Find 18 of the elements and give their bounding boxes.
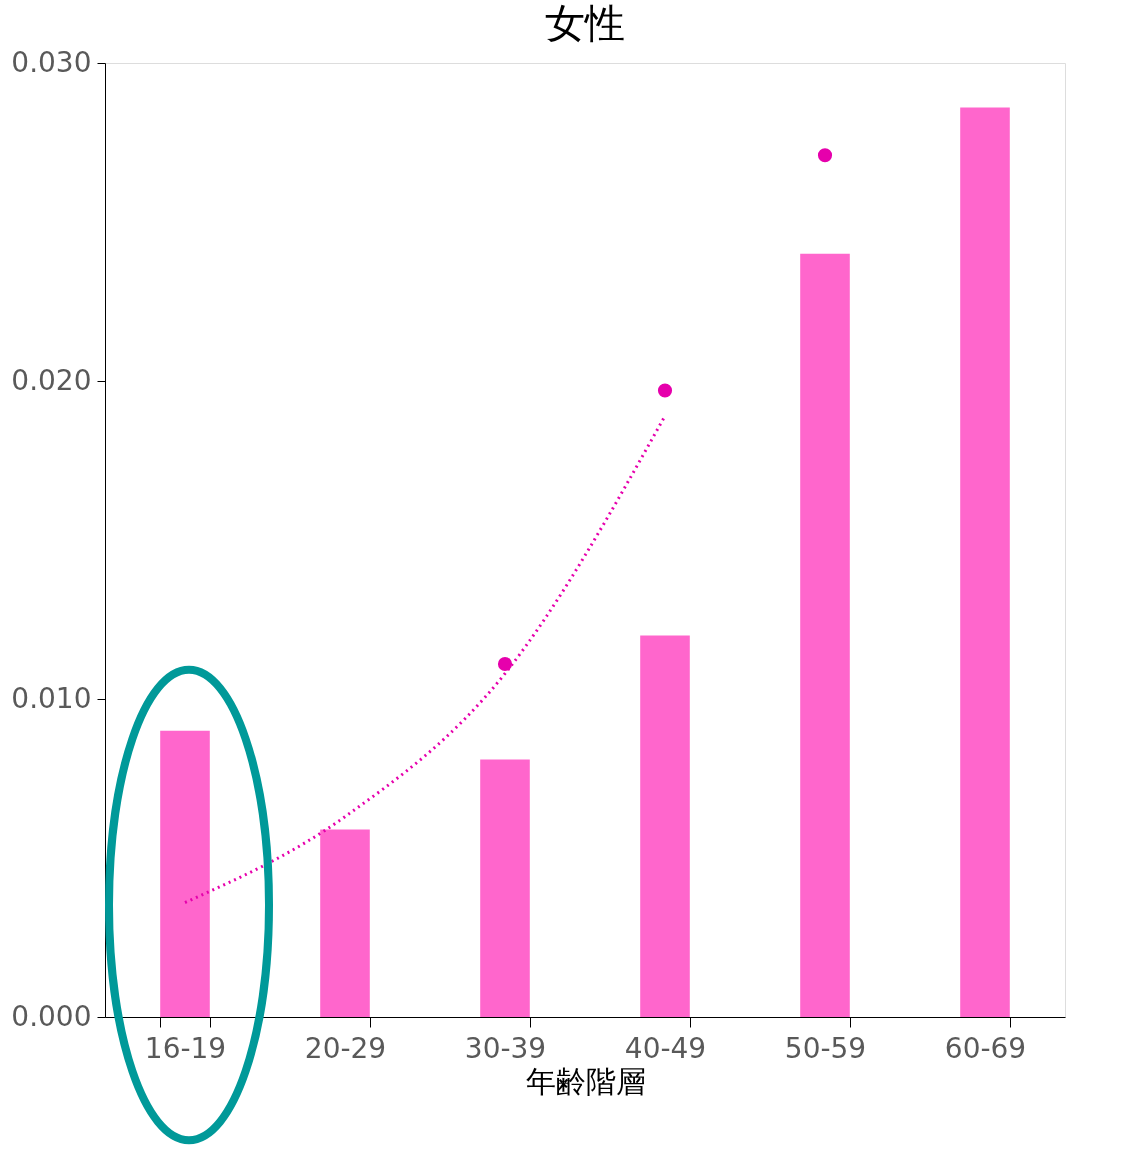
bar: [800, 253, 850, 1017]
x-tick-label: 16-19: [144, 1031, 227, 1065]
x-tick-label: 40-49: [624, 1031, 707, 1065]
chart-title: 女性: [545, 0, 625, 46]
bar: [960, 107, 1010, 1017]
x-axis-title: 年齢階層: [525, 1063, 646, 1099]
y-tick-label: 0.000: [11, 999, 92, 1033]
x-tick-label: 30-39: [464, 1031, 547, 1065]
bar: [640, 635, 690, 1017]
bar: [480, 759, 530, 1017]
x-tick-label: 50-59: [784, 1031, 867, 1065]
bar: [320, 829, 370, 1017]
y-tick-label: 0.020: [11, 363, 92, 397]
y-tick-label: 0.010: [11, 681, 92, 715]
bar: [160, 730, 210, 1017]
x-tick-label: 60-69: [944, 1031, 1027, 1065]
x-tick-label: 20-29: [304, 1031, 387, 1065]
y-tick-label: 0.030: [11, 45, 92, 79]
